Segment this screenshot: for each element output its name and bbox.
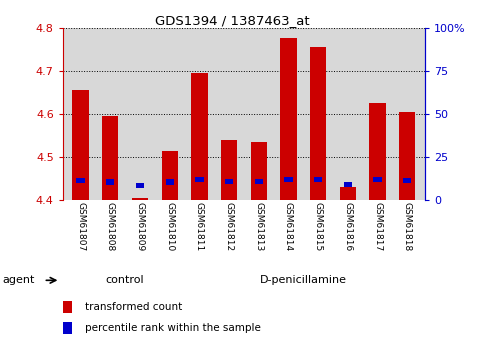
Text: agent: agent	[2, 275, 35, 285]
Bar	[63, 322, 71, 334]
Text: GSM61818: GSM61818	[403, 202, 412, 252]
Bar	[161, 150, 178, 200]
Text: GDS1394 / 1387463_at: GDS1394 / 1387463_at	[155, 14, 309, 27]
Text: control: control	[106, 275, 144, 285]
Text: transformed count: transformed count	[85, 302, 182, 312]
Text: GSM61808: GSM61808	[106, 202, 115, 252]
Bar	[399, 112, 415, 200]
Bar	[63, 301, 71, 313]
Bar	[310, 47, 327, 200]
Bar	[102, 116, 118, 200]
Text: GSM61813: GSM61813	[254, 202, 263, 252]
Text: GSM61814: GSM61814	[284, 202, 293, 251]
Text: GSM61811: GSM61811	[195, 202, 204, 252]
Text: percentile rank within the sample: percentile rank within the sample	[85, 323, 260, 333]
Bar	[280, 38, 297, 200]
Bar	[251, 142, 267, 200]
Bar	[403, 178, 412, 183]
Bar	[221, 140, 237, 200]
Bar	[195, 177, 203, 183]
Bar	[314, 177, 322, 183]
Bar	[340, 187, 356, 200]
Text: GSM61817: GSM61817	[373, 202, 382, 252]
Bar	[191, 73, 208, 200]
Bar	[225, 179, 233, 184]
Text: GSM61809: GSM61809	[136, 202, 144, 252]
Bar	[136, 183, 144, 188]
Bar	[284, 177, 293, 182]
Bar	[132, 198, 148, 200]
Text: GSM61807: GSM61807	[76, 202, 85, 252]
Bar	[255, 179, 263, 184]
Bar	[72, 90, 89, 200]
Bar	[344, 182, 352, 187]
Bar	[106, 179, 114, 185]
Bar	[369, 103, 386, 200]
Text: GSM61812: GSM61812	[225, 202, 234, 251]
Bar	[76, 178, 85, 183]
Text: D-penicillamine: D-penicillamine	[260, 275, 347, 285]
Bar	[373, 177, 382, 183]
Text: GSM61816: GSM61816	[343, 202, 352, 252]
Text: GSM61810: GSM61810	[165, 202, 174, 252]
Bar	[166, 179, 174, 185]
Text: GSM61815: GSM61815	[313, 202, 323, 252]
